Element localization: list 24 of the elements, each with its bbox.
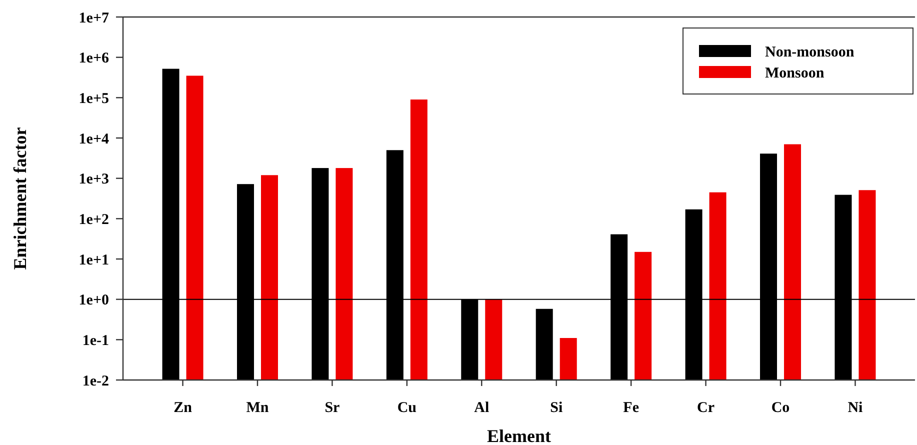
x-tick-label: Cr — [697, 400, 715, 416]
legend-label: Monsoon — [765, 65, 825, 82]
y-tick-label: 1e+7 — [78, 10, 110, 26]
x-tick-label: Ni — [848, 400, 863, 416]
x-tick-label: Si — [550, 400, 563, 416]
y-tick-label: 1e+4 — [78, 131, 110, 148]
y-tick-label: 1e+1 — [78, 252, 109, 268]
x-tick-label: Sr — [324, 400, 340, 416]
x-tick-label: Mn — [246, 400, 270, 416]
y-tick-label: 1e+0 — [78, 292, 109, 309]
y-tick-label: 1e-1 — [82, 332, 109, 349]
y-tick-label: 1e+2 — [78, 212, 109, 228]
x-tick-label: Co — [771, 400, 790, 416]
x-tick-label: Cu — [397, 400, 417, 416]
x-tick-label: Fe — [623, 400, 640, 416]
y-tick-label: 1e-2 — [82, 373, 109, 390]
x-tick-label: Zn — [174, 400, 193, 416]
x-axis-title: Element — [487, 426, 551, 445]
y-axis-title: Enrichment factor — [10, 127, 30, 270]
y-tick-label: 1e+5 — [78, 90, 109, 107]
x-tick-label: Al — [474, 400, 490, 416]
legend-label: Non-monsoon — [765, 44, 855, 60]
y-tick-label: 1e+6 — [78, 50, 110, 67]
y-tick-label: 1e+3 — [78, 172, 109, 188]
